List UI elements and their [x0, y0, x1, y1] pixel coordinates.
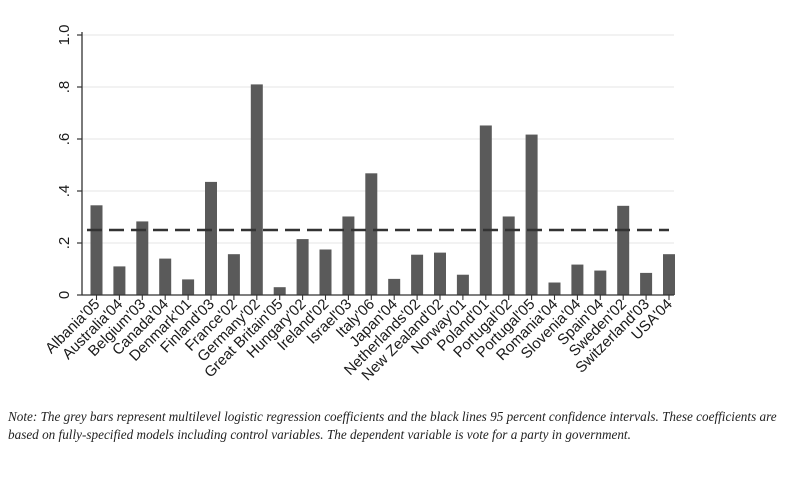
bar [273, 287, 286, 295]
gridlines [82, 34, 674, 244]
bar [548, 282, 561, 295]
bar [502, 216, 515, 295]
bar [227, 254, 240, 295]
bar [90, 205, 103, 295]
bar [296, 239, 309, 295]
x-ticks: Albania'05Australia'04Belgium'03Canada'0… [42, 295, 676, 384]
bar [319, 249, 332, 295]
y-tick-label: 1.0 [56, 25, 73, 46]
bar [365, 173, 378, 295]
y-tick-label: 0 [56, 291, 73, 299]
bar [388, 278, 401, 295]
bar [136, 221, 149, 295]
y-tick-label: .8 [56, 81, 73, 94]
bar [479, 125, 492, 295]
bar-chart: 0 .2 .4 .6 .8 1.0 Albania'05Australia'04Belgi… [42, 25, 676, 385]
figure-note: Note: The grey bars represent multilevel… [8, 409, 777, 442]
bar [617, 205, 630, 295]
y-tick-label: .6 [56, 133, 73, 146]
bar [663, 254, 675, 295]
y-ticks: 0 .2 .4 .6 .8 1.0 [56, 25, 82, 299]
bar [640, 272, 653, 295]
bar [250, 84, 263, 296]
bar [182, 279, 195, 295]
bar [342, 216, 355, 295]
bar [434, 252, 446, 295]
bar [456, 274, 469, 295]
bar [159, 258, 172, 295]
bar [411, 254, 424, 295]
bar [205, 181, 217, 295]
bar [525, 134, 538, 295]
bar [571, 264, 584, 295]
y-tick-label: .2 [56, 237, 73, 250]
bar [594, 270, 607, 295]
y-tick-label: .4 [56, 185, 73, 198]
bars [87, 84, 675, 296]
bar [113, 266, 126, 295]
